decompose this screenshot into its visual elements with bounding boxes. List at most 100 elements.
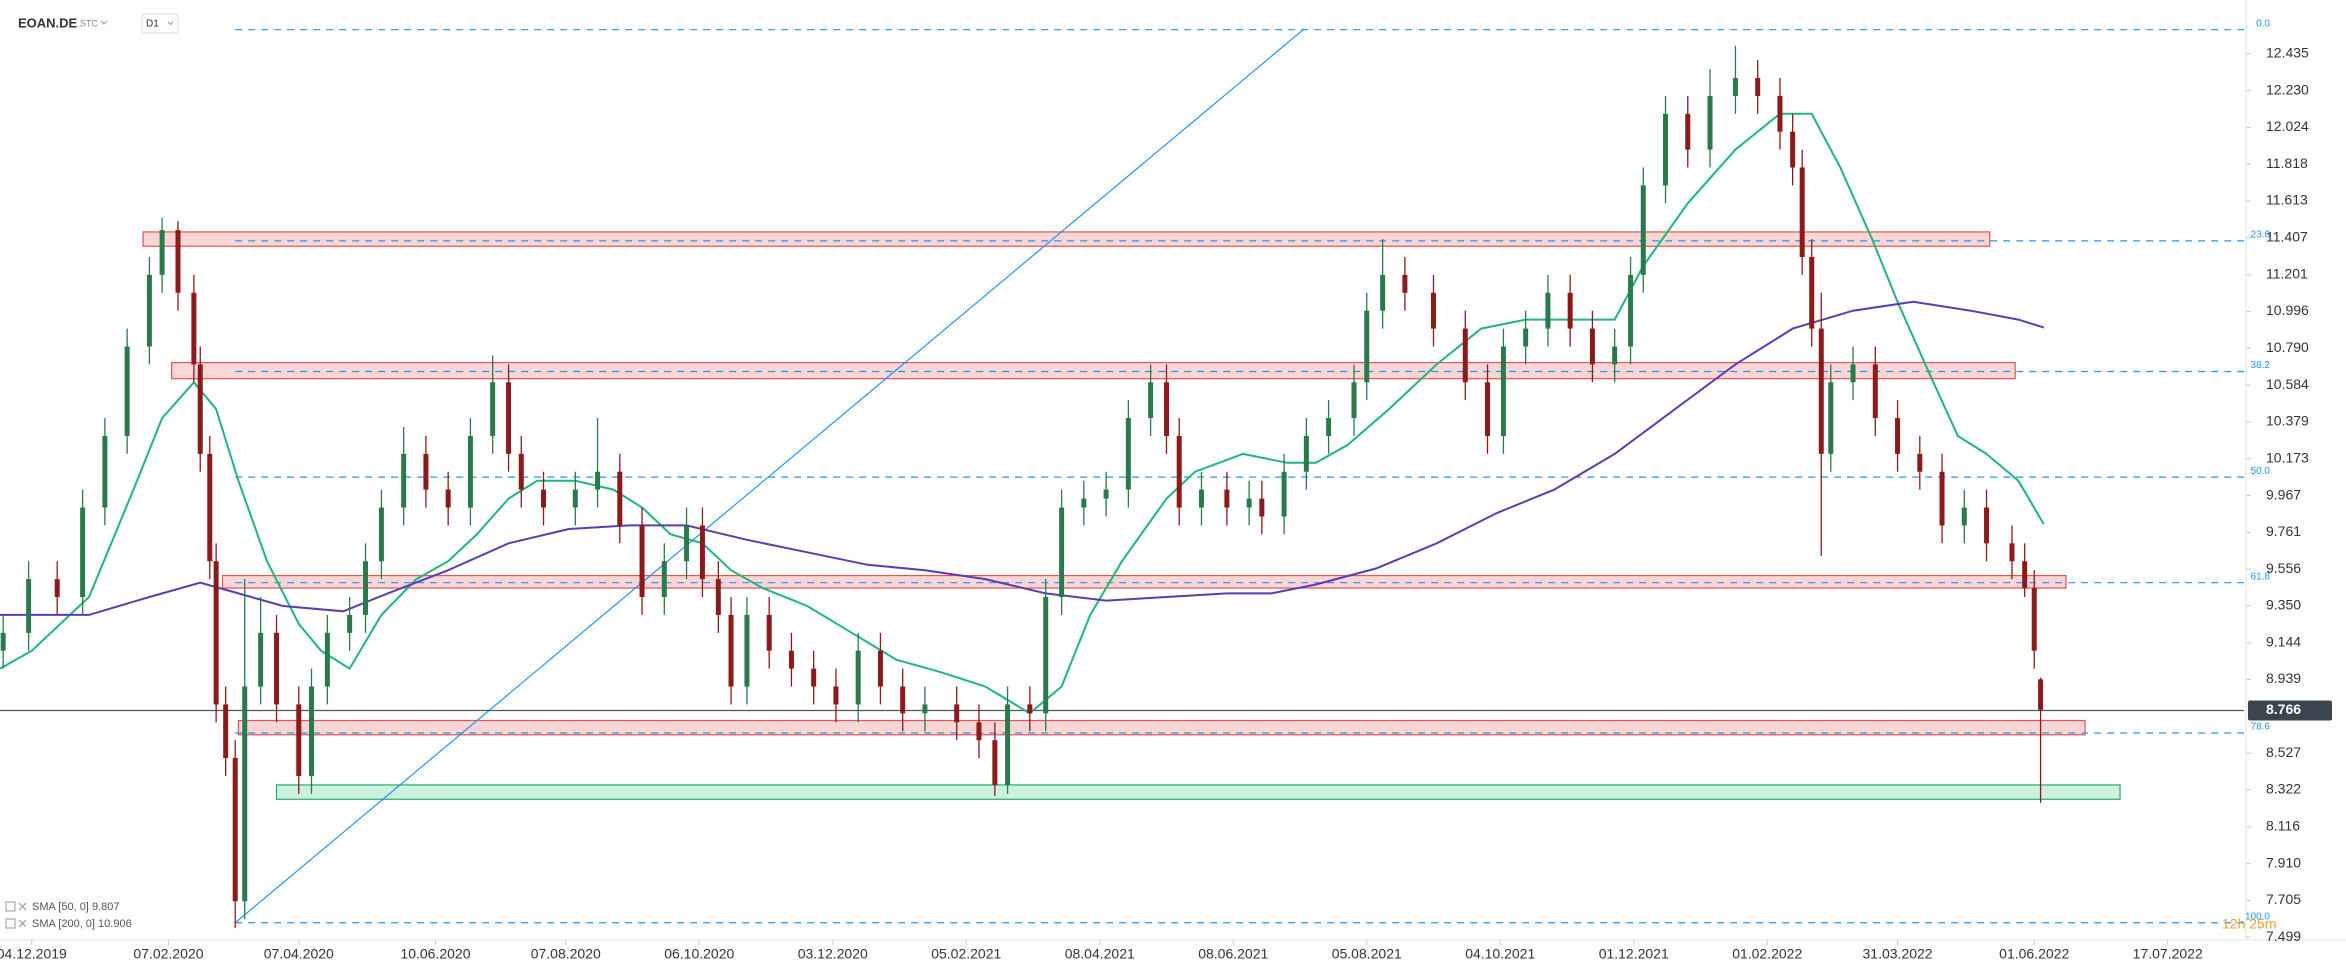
candle-body xyxy=(1303,435,1309,472)
symbol-type[interactable]: STC xyxy=(80,18,99,28)
candle-body xyxy=(1628,274,1634,347)
candle-body xyxy=(1809,256,1815,329)
sma-line xyxy=(0,112,2045,715)
candle-body xyxy=(922,704,928,714)
candle-body xyxy=(191,292,197,365)
x-tick-label: 01.12.2021 xyxy=(1599,946,1669,962)
y-tick-label: 9.967 xyxy=(2266,486,2301,502)
candle-body xyxy=(347,614,353,633)
candle-body xyxy=(877,650,883,687)
candle-body xyxy=(1326,418,1332,436)
y-tick-label: 7.910 xyxy=(2266,854,2301,870)
candle-body xyxy=(1246,498,1252,508)
candle-body xyxy=(1939,471,1945,526)
candle-body xyxy=(833,686,839,705)
candle-body xyxy=(766,614,772,651)
zone xyxy=(171,361,2016,380)
candle-body xyxy=(1895,418,1901,454)
x-tick-label: 31.03.2022 xyxy=(1863,946,1933,962)
candle-body xyxy=(1777,95,1783,132)
candle-body xyxy=(1961,507,1967,526)
x-tick-label: 03.12.2020 xyxy=(798,946,868,962)
timeframe-box[interactable] xyxy=(141,13,179,34)
fib-label: 50.0 xyxy=(2251,466,2271,477)
candle-body xyxy=(1799,167,1805,257)
candle-body xyxy=(363,561,369,615)
candle-body xyxy=(207,453,213,562)
x-tick-label: 08.06.2021 xyxy=(1198,946,1268,962)
candle-body xyxy=(639,525,645,598)
indicator-icon[interactable] xyxy=(5,918,16,929)
indicator-remove xyxy=(18,919,27,928)
candle-body xyxy=(2022,561,2028,589)
y-tick-label: 9.350 xyxy=(2266,597,2301,613)
candle-body xyxy=(900,686,906,714)
candle-body xyxy=(197,364,203,454)
x-tick-label: 04.10.2021 xyxy=(1465,946,1535,962)
candle-body xyxy=(1259,498,1265,517)
last-price-label: 8.766 xyxy=(2266,701,2301,717)
x-tick-label: 01.02.2022 xyxy=(1732,946,1802,962)
candle-body xyxy=(1589,328,1595,365)
candle-body xyxy=(54,579,60,598)
fib-label: 23.6 xyxy=(2251,230,2271,241)
x-tick-label: 04.12.2019 xyxy=(0,946,67,962)
candle-body xyxy=(954,704,960,723)
indicator-value: 10.906 xyxy=(98,918,132,930)
candle-body xyxy=(1364,310,1370,383)
y-tick-label: 8.527 xyxy=(2266,744,2301,760)
candle-body xyxy=(80,507,86,598)
candle-body xyxy=(1612,346,1618,365)
zone xyxy=(237,719,2086,736)
candle-body xyxy=(1707,95,1713,150)
sma-line xyxy=(0,300,2045,616)
candle-body xyxy=(518,453,524,490)
candle-body xyxy=(1081,498,1087,508)
candle-body xyxy=(1850,364,1856,383)
candle-body xyxy=(223,704,229,759)
dropdown-caret[interactable] xyxy=(100,20,108,25)
candle-body xyxy=(401,453,407,508)
y-tick-label: 10.790 xyxy=(2266,339,2309,355)
symbol[interactable]: EOAN.DE xyxy=(18,15,78,30)
y-tick-label: 7.499 xyxy=(2266,928,2301,944)
y-tick-label: 10.996 xyxy=(2266,302,2309,318)
candle-body xyxy=(423,453,429,490)
y-tick-label: 7.705 xyxy=(2266,891,2301,907)
dropdown-caret[interactable] xyxy=(167,21,174,26)
y-tick-label: 10.584 xyxy=(2266,376,2309,392)
candle-body xyxy=(1281,471,1287,517)
candle-body xyxy=(684,525,690,562)
candle-body xyxy=(1224,489,1230,508)
candle-body xyxy=(1984,507,1990,544)
indicator-legend: SMA [50, 0] 9.807 xyxy=(32,901,119,913)
candle-body xyxy=(595,471,601,490)
candle-body xyxy=(1485,382,1491,436)
y-tick-label: 9.144 xyxy=(2266,634,2301,650)
candle-body xyxy=(467,435,473,508)
last-price-box xyxy=(2248,700,2332,721)
indicator-remove xyxy=(18,902,27,911)
candle-body xyxy=(728,614,734,687)
x-tick-label: 01.06.2022 xyxy=(1999,946,2069,962)
candle-body xyxy=(1103,489,1109,499)
y-tick-label: 11.613 xyxy=(2266,192,2308,208)
candle-body xyxy=(308,686,314,776)
candle-body xyxy=(541,489,547,508)
zone xyxy=(221,574,2067,589)
candle-body xyxy=(1351,382,1357,419)
candle-body xyxy=(1545,292,1551,329)
candle-body xyxy=(788,650,794,669)
x-tick-label: 07.04.2020 xyxy=(264,946,334,962)
y-tick-label: 10.173 xyxy=(2266,449,2309,465)
indicator-icon[interactable] xyxy=(5,901,16,912)
timeframe[interactable]: D1 xyxy=(146,19,159,30)
candle-body xyxy=(102,435,108,508)
candle-body xyxy=(159,230,165,275)
plot-area: 0.0 23.6 38.2 50.0 61.8 78.6 100.0 xyxy=(0,18,2271,929)
y-tick-label: 8.939 xyxy=(2266,670,2301,686)
candle-body xyxy=(1163,382,1169,436)
y-tick-label: 11.818 xyxy=(2266,155,2308,171)
y-tick-label: 12.230 xyxy=(2266,81,2309,97)
